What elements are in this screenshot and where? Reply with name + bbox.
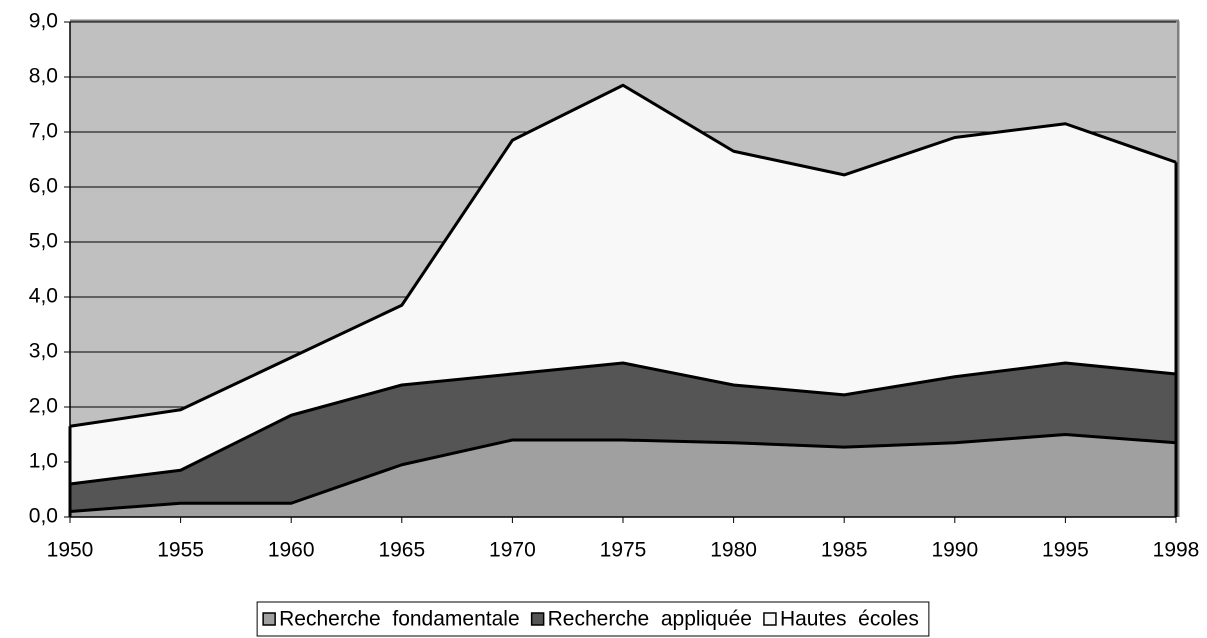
y-tick-label: 0,0 — [29, 505, 58, 528]
y-tick-label: 9,0 — [29, 10, 58, 33]
x-tick-label: 1980 — [710, 539, 757, 562]
y-tick-label: 2,0 — [29, 395, 58, 418]
y-tick-label: 6,0 — [29, 175, 58, 198]
x-tick-label: 1990 — [931, 539, 978, 562]
area — [70, 434, 1176, 517]
legend-label: Hautes écoles — [780, 608, 919, 631]
area-outline — [69, 83, 1177, 428]
legend-swatch — [262, 612, 276, 626]
y-tick-label: 3,0 — [29, 340, 58, 363]
x-tick-label: 1970 — [489, 539, 536, 562]
legend: Recherche fondamentale Recherche appliqué… — [256, 601, 930, 637]
x-tick-label: 1955 — [157, 539, 204, 562]
y-tick-label: 4,0 — [29, 285, 58, 308]
x-tick-label: 1985 — [821, 539, 868, 562]
y-tick-label: 8,0 — [29, 65, 58, 88]
x-tick-label: 1975 — [600, 539, 647, 562]
area-outline — [69, 433, 1177, 513]
legend-label: Recherche appliquée — [548, 608, 752, 631]
x-tick-label: 1960 — [268, 539, 315, 562]
x-tick-label: 1995 — [1042, 539, 1089, 562]
y-tick-label: 5,0 — [29, 230, 58, 253]
y-tick-label: 7,0 — [29, 120, 58, 143]
y-tick-label: 1,0 — [29, 450, 58, 473]
area-outline — [69, 361, 1177, 486]
x-tick-label: 1998 — [1153, 539, 1200, 562]
legend-swatch — [530, 612, 545, 626]
x-tick-label: 1965 — [378, 539, 425, 562]
legend-swatch — [763, 612, 777, 626]
legend-box — [256, 601, 930, 637]
x-tick-label: 1950 — [47, 539, 94, 562]
legend-label: Recherche fondamentale — [279, 608, 520, 631]
